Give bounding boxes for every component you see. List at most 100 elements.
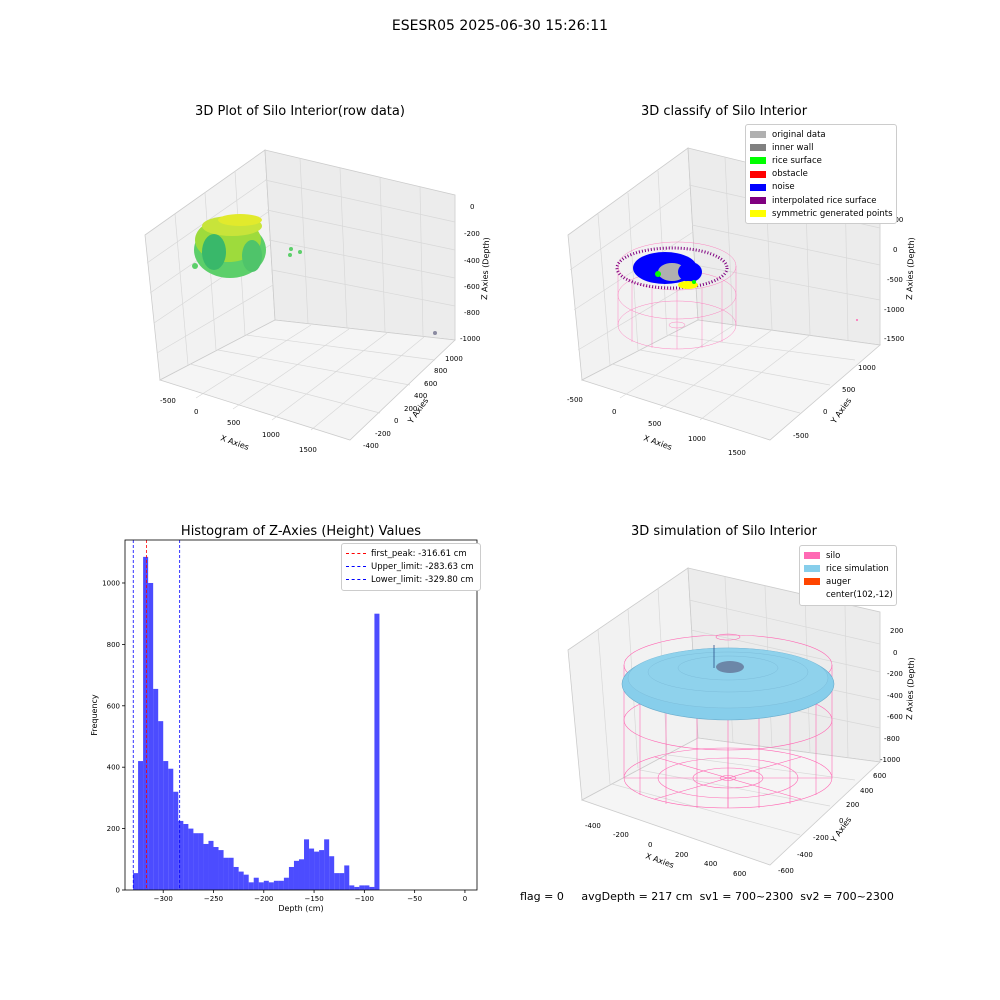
- classify-plot-title: 3D classify of Silo Interior: [640, 104, 808, 119]
- simulation-plot-title: 3D simulation of Silo Interior: [631, 524, 817, 539]
- histogram-bar: [344, 865, 350, 890]
- raw-z-tick: -600: [464, 283, 480, 291]
- legend-label: symmetric generated points: [772, 208, 893, 219]
- histogram-bar: [193, 833, 199, 890]
- histogram-x-axis-label: Depth (cm): [278, 904, 323, 913]
- sim-x-tick: 400: [704, 860, 717, 868]
- sim-x-tick: -400: [585, 822, 601, 830]
- raw-y-tick: 1000: [445, 355, 463, 363]
- histogram-bar: [143, 556, 149, 890]
- raw-z-axis-label: Z Axies (Depth): [480, 237, 491, 300]
- classify-x-tick: 1000: [688, 435, 706, 443]
- raw-x-tick: 1500: [299, 446, 317, 454]
- histogram-bar: [183, 823, 189, 890]
- legend-item-upper-limit: Upper_limit: -283.63 cm: [346, 560, 476, 573]
- sim-z-tick: -1000: [880, 756, 900, 764]
- raw-plot-title: 3D Plot of Silo Interior(row data): [195, 104, 405, 119]
- legend-item-noise: noise: [750, 181, 892, 194]
- raw-z-tick: 0: [470, 203, 474, 211]
- legend-label: auger: [826, 576, 851, 587]
- legend-label: Lower_limit: -329.80 cm: [371, 574, 474, 585]
- legend-item-lower-limit: Lower_limit: -329.80 cm: [346, 573, 476, 586]
- sim-rice-surface: [621, 645, 835, 721]
- sim-z-tick: -400: [887, 692, 903, 700]
- legend-swatch: [804, 552, 820, 560]
- status-sv2: sv2 = 700~2300: [800, 890, 894, 903]
- legend-swatch: [750, 197, 766, 205]
- raw-y-tick: -200: [375, 430, 391, 438]
- legend-item-silo: silo: [804, 549, 892, 562]
- status-sv1: sv1 = 700~2300: [699, 890, 794, 903]
- classify-z-tick: -1000: [884, 306, 904, 314]
- sim-z-tick: 200: [890, 627, 903, 635]
- legend-label: rice surface: [772, 155, 822, 166]
- histogram-bar: [233, 866, 239, 890]
- sim-z-tick: -800: [884, 735, 900, 743]
- histogram-y-tick-label: 0: [116, 887, 120, 895]
- legend-label: Upper_limit: -283.63 cm: [371, 561, 474, 572]
- histogram-y-tick-label: 400: [107, 764, 120, 772]
- legend-item-original-data: original data: [750, 128, 892, 141]
- histogram-frame: [124, 539, 478, 891]
- legend-label: center(102,-12): [826, 590, 893, 601]
- raw-x-tick: 0: [194, 408, 198, 416]
- histogram-bar: [213, 847, 219, 890]
- histogram-bar: [314, 851, 320, 890]
- histogram-bar: [263, 880, 269, 890]
- histogram-bar: [288, 866, 294, 890]
- histogram-bar: [158, 721, 164, 890]
- classify-point-cloud: [615, 246, 858, 321]
- legend-swatch: [750, 170, 766, 178]
- histogram-bar: [243, 874, 249, 890]
- legend-item-interpolated: interpolated rice surface: [750, 194, 892, 207]
- raw-y-tick: 0: [394, 417, 398, 425]
- raw-y-tick: -400: [363, 442, 379, 450]
- legend-label: inner wall: [772, 142, 814, 153]
- classify-legend: original data inner wall rice surface ob…: [745, 124, 897, 225]
- histogram-x-tick-label: 0: [463, 895, 467, 903]
- histogram-bar: [218, 850, 224, 890]
- classify-z-tick: -1500: [884, 335, 904, 343]
- classify-y-tick: 1000: [858, 364, 876, 372]
- histogram-y-axis-label: Frequency: [90, 694, 99, 736]
- sim-z-tick: -200: [887, 670, 903, 678]
- histogram-bar: [238, 871, 244, 890]
- histogram-bar: [319, 850, 325, 890]
- sim-x-tick: -200: [613, 831, 629, 839]
- histogram-x-tick-label: −100: [355, 895, 374, 903]
- classify-x-tick: 1500: [728, 449, 746, 457]
- raw-z-tick: -800: [464, 309, 480, 317]
- histogram-y-tick-label: 200: [107, 825, 120, 833]
- legend-item-inner-wall: inner wall: [750, 141, 892, 154]
- histogram-bar: [178, 820, 184, 890]
- histogram-bar: [208, 840, 214, 890]
- histogram-bar: [163, 761, 169, 890]
- histogram-bar: [148, 582, 154, 890]
- raw-x-tick: 500: [227, 419, 240, 427]
- histogram-bar: [133, 873, 139, 890]
- histogram-bar: [168, 768, 174, 890]
- classify-y-tick: 0: [823, 408, 827, 416]
- classify-z-tick: 0: [893, 246, 897, 254]
- classify-z-axis-label: Z Axies (Depth): [905, 237, 916, 300]
- status-flag: flag = 0: [520, 890, 564, 903]
- legend-swatch: [750, 131, 766, 139]
- histogram-bar: [268, 882, 274, 890]
- legend-item-center: center(102,-12): [804, 589, 893, 602]
- histogram-bar: [258, 882, 264, 890]
- histogram-y-tick-label: 600: [107, 702, 120, 710]
- legend-line: [346, 553, 366, 555]
- sim-y-tick: 600: [873, 772, 886, 780]
- raw-z-tick: -400: [464, 257, 480, 265]
- raw-y-tick: 400: [414, 392, 427, 400]
- raw-z-tick: -200: [464, 230, 480, 238]
- classify-x-tick: -500: [567, 396, 583, 404]
- legend-item-symmetric: symmetric generated points: [750, 207, 893, 220]
- histogram-bar: [324, 839, 330, 890]
- histogram-x-tick-label: −200: [254, 895, 273, 903]
- histogram-bar: [309, 848, 315, 890]
- legend-item-obstacle: obstacle: [750, 168, 892, 181]
- legend-item-auger: auger: [804, 575, 892, 588]
